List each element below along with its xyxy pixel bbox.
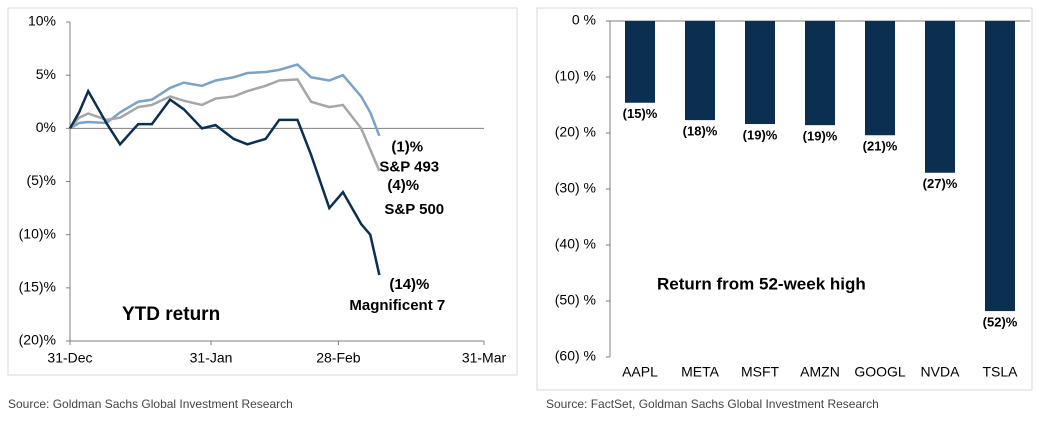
value-label: (19)% bbox=[743, 127, 778, 142]
series-label: S&P 493 bbox=[379, 159, 439, 176]
series-label: S&P 500 bbox=[384, 201, 444, 218]
y-tick-label: (50) % bbox=[555, 292, 596, 308]
value-label: (27)% bbox=[923, 176, 958, 191]
x-tick-label: 31-Mar bbox=[462, 350, 507, 366]
x-tick-label: 28-Feb bbox=[316, 350, 361, 366]
bar bbox=[865, 21, 895, 136]
value-label: (18)% bbox=[683, 124, 718, 139]
line bbox=[69, 63, 381, 137]
value-label: (19)% bbox=[803, 129, 838, 144]
line bbox=[68, 88, 381, 276]
bar bbox=[685, 21, 715, 121]
source: Source: Goldman Sachs Global Investment … bbox=[8, 397, 293, 411]
x-tick-label: AMZN bbox=[800, 364, 840, 380]
value-label: (14)% bbox=[389, 276, 429, 293]
chart-frame bbox=[7, 7, 518, 376]
chart-title: Return from 52-week high bbox=[657, 274, 866, 293]
x-tick-label: META bbox=[681, 364, 720, 380]
y-tick-label: (20) % bbox=[555, 124, 596, 140]
source: Source: FactSet, Goldman Sachs Global In… bbox=[546, 397, 879, 411]
y-tick-label: (10) % bbox=[555, 68, 596, 84]
x-tick-label: 31-Jan bbox=[190, 350, 233, 366]
x-tick-label: MSFT bbox=[741, 364, 780, 380]
y-tick-label: (15)% bbox=[19, 279, 56, 295]
line bbox=[69, 78, 381, 172]
chart-frame bbox=[536, 7, 1033, 391]
y-tick-label: (5)% bbox=[26, 172, 56, 188]
y-tick-label: (10)% bbox=[19, 225, 56, 241]
value-label: (21)% bbox=[863, 139, 898, 154]
bar bbox=[805, 21, 835, 126]
y-tick-label: 10% bbox=[28, 13, 56, 29]
y-tick-label: (20)% bbox=[19, 332, 56, 348]
bar bbox=[925, 21, 955, 173]
y-tick-label: (30) % bbox=[555, 180, 596, 196]
bar bbox=[745, 21, 775, 125]
y-tick-label: (60) % bbox=[555, 348, 596, 364]
x-tick-label: 31-Dec bbox=[47, 350, 92, 366]
value-label: (15)% bbox=[623, 106, 658, 121]
value-label: (52)% bbox=[983, 315, 1018, 330]
value-label: (4)% bbox=[387, 177, 419, 194]
y-tick-label: 5% bbox=[36, 66, 56, 82]
x-tick-label: NVDA bbox=[921, 364, 961, 380]
bar bbox=[985, 21, 1015, 312]
series-label: Magnificent 7 bbox=[349, 297, 445, 314]
value-label: (1)% bbox=[391, 139, 423, 156]
y-tick-label: (40) % bbox=[555, 236, 596, 252]
bar bbox=[625, 21, 655, 103]
y-tick-label: 0 % bbox=[572, 12, 596, 28]
x-tick-label: AAPL bbox=[622, 364, 658, 380]
x-tick-label: TSLA bbox=[982, 364, 1018, 380]
x-tick-label: GOOGL bbox=[854, 364, 906, 380]
y-tick-label: 0% bbox=[36, 119, 56, 135]
annotation: YTD return bbox=[122, 304, 220, 325]
